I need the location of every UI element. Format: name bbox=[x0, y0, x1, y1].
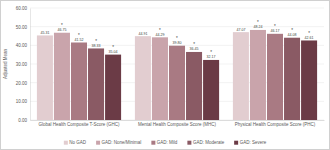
legend-item: GAD: None/Minimal bbox=[96, 140, 141, 145]
data-label: 41.52 bbox=[75, 38, 84, 42]
data-label: 44.29 bbox=[155, 33, 164, 37]
x-axis-line bbox=[31, 120, 325, 121]
bar bbox=[301, 40, 317, 120]
significance-marker: * bbox=[210, 50, 212, 55]
significance-marker: * bbox=[159, 28, 161, 33]
y-axis-line bbox=[30, 9, 31, 121]
significance-marker: * bbox=[291, 28, 293, 33]
y-axis: 0.00 10.00 20.00 30.00 40.00 50.00 60.00 bbox=[16, 6, 31, 123]
significance-marker: * bbox=[176, 36, 178, 41]
series bbox=[105, 40, 317, 120]
bars bbox=[37, 30, 317, 120]
x-tick-label: Physical Health Composite Score (PHC) bbox=[235, 122, 316, 127]
x-tick: Mental Health Composite Score (MHC) bbox=[138, 120, 217, 127]
bar bbox=[54, 33, 70, 120]
bar bbox=[71, 42, 87, 120]
bar bbox=[267, 34, 283, 120]
data-label: 46.17 bbox=[271, 29, 280, 33]
significance-marker: * bbox=[95, 39, 97, 44]
y-tick-label: 60.00 bbox=[16, 6, 28, 11]
x-tick-label: Mental Health Composite Score (MHC) bbox=[138, 122, 217, 127]
data-label: 44.08 bbox=[288, 33, 297, 37]
y-tick: 50.00 bbox=[16, 25, 30, 30]
legend-swatch bbox=[151, 141, 155, 145]
y-tick: 60.00 bbox=[16, 6, 30, 11]
data-label: 36.45 bbox=[190, 47, 199, 51]
y-tick: 30.00 bbox=[16, 62, 30, 67]
legend-swatch bbox=[187, 141, 191, 145]
data-label: 35.04 bbox=[109, 50, 118, 54]
data-label: 48.24 bbox=[253, 25, 262, 29]
y-tick: 0.00 bbox=[18, 118, 30, 123]
data-label: 39.80 bbox=[173, 41, 182, 45]
y-tick-label: 40.00 bbox=[16, 43, 28, 48]
grid-line bbox=[30, 8, 324, 9]
x-tick: Global Health Composite T-Score (GHC) bbox=[38, 120, 120, 127]
data-label: 44.91 bbox=[138, 32, 147, 36]
y-tick-label: 20.00 bbox=[16, 81, 28, 86]
bar bbox=[250, 30, 266, 120]
significance-marker: * bbox=[193, 42, 195, 47]
grid bbox=[30, 8, 324, 120]
bar bbox=[203, 60, 219, 120]
plot: 0.00 10.00 20.00 30.00 40.00 50.00 60.00 Global… bbox=[16, 6, 325, 127]
legend-label: No GAD bbox=[69, 140, 87, 145]
y-tick: 40.00 bbox=[16, 43, 30, 48]
y-tick: 20.00 bbox=[16, 81, 30, 86]
y-tick-label: 0.00 bbox=[18, 118, 27, 123]
legend-label: GAD: Moderate bbox=[193, 140, 225, 145]
data-label: 45.31 bbox=[40, 31, 49, 35]
bar bbox=[152, 37, 168, 120]
legend-item: No GAD bbox=[64, 140, 87, 145]
data-label: 38.33 bbox=[92, 44, 101, 48]
frame bbox=[1, 1, 330, 150]
legend-swatch bbox=[96, 141, 100, 145]
bar bbox=[135, 36, 151, 120]
legend-label: GAD: None/Minimal bbox=[102, 140, 142, 145]
significance-marker: * bbox=[78, 33, 80, 38]
bar bbox=[88, 48, 104, 120]
legend-label: GAD: Severe bbox=[240, 140, 267, 145]
y-tick-label: 10.00 bbox=[16, 99, 28, 104]
legend-item: GAD: Mild bbox=[151, 140, 178, 145]
legend-item: GAD: Moderate bbox=[187, 140, 224, 145]
data-label: 46.75 bbox=[57, 28, 66, 32]
data-label: 47.07 bbox=[236, 28, 245, 32]
significance-marker: * bbox=[274, 24, 276, 29]
data-labels: 45.31 44.91 47.07 46.75 44.29 48.24 41.52 39.80… bbox=[40, 25, 313, 59]
data-label: 42.61 bbox=[305, 36, 314, 40]
significance-marker: * bbox=[257, 20, 259, 25]
bar bbox=[233, 32, 249, 120]
bar bbox=[105, 55, 121, 120]
bar bbox=[37, 35, 53, 120]
y-tick-label: 50.00 bbox=[16, 25, 28, 30]
legend-label: GAD: Mild bbox=[157, 140, 178, 145]
legend: No GAD GAD: None/Minimal GAD: Mild GAD: Mod… bbox=[64, 140, 267, 145]
bar bbox=[169, 46, 185, 120]
series bbox=[54, 30, 266, 120]
y-tick-label: 30.00 bbox=[16, 62, 28, 67]
y-axis-title: Adjusted Mean bbox=[3, 48, 8, 79]
x-axis: Global Health Composite T-Score (GHC) Men… bbox=[31, 120, 325, 127]
data-label: 32.17 bbox=[207, 55, 216, 59]
significance-marker: * bbox=[61, 23, 63, 28]
bar bbox=[284, 38, 300, 120]
chart: 0.00 10.00 20.00 30.00 40.00 50.00 60.00 Global… bbox=[0, 0, 330, 150]
series bbox=[71, 34, 283, 120]
significance-marker: * bbox=[308, 31, 310, 36]
legend-swatch bbox=[234, 141, 238, 145]
legend-item: GAD: Severe bbox=[234, 140, 267, 145]
bar bbox=[186, 52, 202, 120]
grid-line bbox=[30, 26, 324, 27]
y-tick: 10.00 bbox=[16, 99, 30, 104]
significance-marker: * bbox=[112, 45, 114, 50]
legend-swatch bbox=[64, 141, 68, 145]
x-tick: Physical Health Composite Score (PHC) bbox=[235, 120, 316, 127]
series bbox=[88, 38, 300, 120]
x-tick-label: Global Health Composite T-Score (GHC) bbox=[38, 122, 120, 127]
series bbox=[37, 32, 249, 120]
